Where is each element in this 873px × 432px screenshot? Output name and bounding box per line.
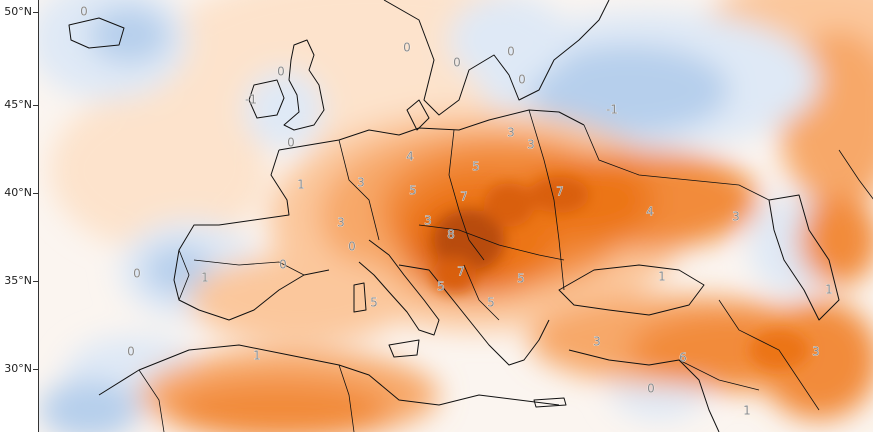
- coast-north-europe: [278, 109, 585, 151]
- lat-label-50: 50°N: [4, 5, 32, 18]
- contour-label-1-ireland: -1: [245, 93, 257, 107]
- coast-iceland: [68, 17, 125, 49]
- coast-sardinia: [353, 282, 367, 313]
- contour-label-3-france: 3: [357, 176, 365, 190]
- border-kz: [838, 149, 873, 200]
- contour-label-0-iceland: 0: [80, 5, 88, 19]
- coast-black-sea: [558, 264, 705, 316]
- contour-label-0-baltic: 0: [507, 45, 515, 59]
- coast-ireland: [248, 79, 285, 119]
- contour-label-0-finland: 0: [518, 73, 526, 87]
- border-fr-de: [338, 139, 380, 241]
- coast-sicily: [388, 339, 420, 358]
- coastlines: [68, 0, 840, 432]
- coast-north-africa: [98, 344, 560, 406]
- contour-label-0-scotland: 0: [277, 65, 285, 79]
- border-de-pl: [448, 129, 485, 261]
- contour-label-0-spain: 0: [279, 258, 287, 272]
- contour-label-3-iran: 3: [812, 345, 820, 359]
- contour-label-5-bosnia: 5: [437, 280, 445, 294]
- contour-label-7-ukraine: 7: [556, 185, 564, 199]
- contour-label-0-sweden: 0: [453, 56, 461, 70]
- contour-label-3-austria: 3: [424, 214, 432, 228]
- lat-label-35: 35°N: [4, 274, 32, 287]
- border-ma-dz: [138, 369, 165, 432]
- contour-label-1-algeria: 1: [253, 349, 261, 363]
- lat-tick-35: [33, 281, 38, 282]
- coast-caspian: [768, 194, 840, 321]
- contour-label-0-portugal: 0: [133, 267, 141, 281]
- contour-label-7-slovakia: 7: [460, 190, 468, 204]
- border-at-hu-ro: [418, 224, 565, 261]
- lat-tick-30: [33, 369, 38, 370]
- contour-label-3-alps: 3: [337, 216, 345, 230]
- contour-label-5-romania: 5: [517, 272, 525, 286]
- contour-label-3-lithuania: 3: [507, 126, 515, 140]
- border-ua-ru: [583, 124, 770, 201]
- contour-label-3-belarus: 3: [527, 138, 535, 152]
- contour-label-0-switz: 0: [348, 240, 356, 254]
- contour-label-0-levant: 0: [647, 382, 655, 396]
- contour-label-4-germany: 4: [406, 150, 414, 164]
- contour-label-5-poland: 5: [472, 160, 480, 174]
- contour-label-0-norway: 0: [403, 41, 411, 55]
- border-sy-iq: [678, 359, 760, 391]
- contour-label-5-italy: 5: [370, 296, 378, 310]
- border-dz-ly: [338, 364, 355, 432]
- coast-scandinavia: [383, 0, 610, 116]
- border-tr-ir: [718, 299, 820, 411]
- contour-label-5-bulgaria: 5: [487, 296, 495, 310]
- coast-crete: [533, 397, 567, 408]
- coast-denmark: [406, 99, 430, 131]
- contour-label-1-blacksea: 1: [658, 270, 666, 284]
- lat-tick-40: [33, 193, 38, 194]
- contour-label-1-arabia: 1: [743, 404, 751, 418]
- lat-label-45: 45°N: [4, 98, 32, 111]
- contour-label-3-turkey: 3: [593, 335, 601, 349]
- coast-great-britain: [283, 39, 325, 131]
- lat-label-30: 30°N: [4, 362, 32, 375]
- border-es-pt: [178, 249, 190, 301]
- coast-balkans: [398, 264, 550, 366]
- anomaly-core: [432, 177, 809, 370]
- border-pl-ua: [528, 109, 565, 291]
- border-balkans: [463, 264, 500, 321]
- contour-label-5-czech: 5: [409, 184, 417, 198]
- contour-label-0-morocco: 0: [127, 345, 135, 359]
- lat-tick-45: [33, 105, 38, 106]
- contour-label-8-hungary: 8: [447, 228, 455, 242]
- coast-atlantic: [173, 149, 330, 321]
- contour-label-0-england: 0: [287, 136, 295, 150]
- border-es-fr: [193, 259, 305, 276]
- contour-label-m1-russia: -1: [606, 103, 618, 117]
- map-frame: 0 0 -1 0 0 0 0 0 -1 1 3 4 5 3 3 5 7 7 4 3 8 7 5 5 5 3 0 0 1 0 5 1 3 1 0 1 3 6…: [38, 0, 873, 432]
- contour-label-7-serbia: 7: [457, 265, 465, 279]
- contour-label-1-kazakh: 1: [825, 283, 833, 297]
- lat-tick-50: [33, 12, 38, 13]
- contour-label-3-caspian: 3: [732, 210, 740, 224]
- borders: [138, 109, 873, 432]
- contour-label-1-spain: 1: [201, 271, 209, 285]
- contour-label-1-biscay: 1: [297, 178, 305, 192]
- coast-italy: [358, 239, 440, 336]
- contour-label-6-turkey: 6: [679, 351, 687, 365]
- lat-label-40: 40°N: [4, 186, 32, 199]
- contour-label-4-east: 4: [646, 205, 654, 219]
